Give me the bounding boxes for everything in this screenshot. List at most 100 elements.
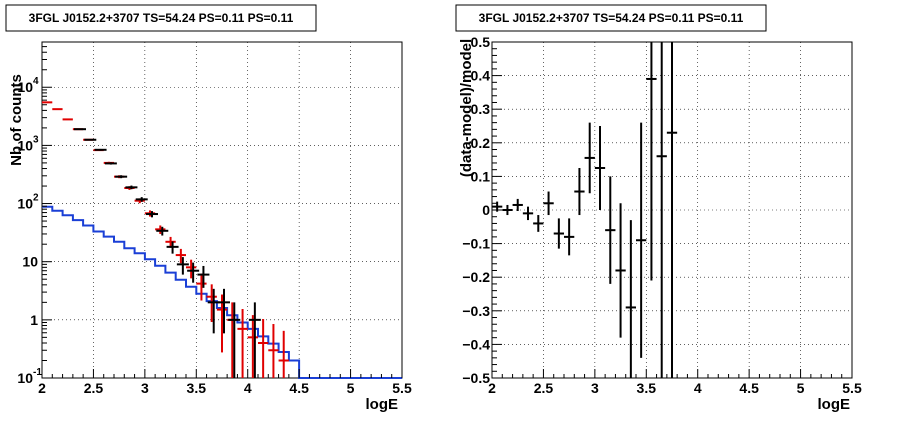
residual-point	[615, 203, 626, 338]
observed-counts-point	[156, 226, 169, 236]
residuals-chart-title: 3FGL J0152.2+3707 TS=54.24 PS=0.11 PS=0.…	[479, 11, 744, 25]
counts-x-tick-label: 2	[38, 380, 46, 396]
counts-x-tick-label: 4.5	[289, 380, 309, 396]
counts-x-tick-label: 2.5	[84, 380, 104, 396]
residuals-x-tick-label: 2	[488, 380, 496, 396]
total-model-point	[175, 248, 186, 264]
observed-counts-point	[187, 262, 200, 283]
residuals-x-ticks: 2 2.5 3 3.5 4 4.5 5 5.5	[488, 369, 862, 396]
residuals-x-tick-label: 5.5	[842, 380, 862, 396]
residual-point	[584, 122, 595, 194]
total-model-point	[237, 309, 248, 378]
counts-y-tick-label: 1	[30, 312, 38, 328]
counts-y-tick-exponent: -1	[33, 367, 42, 378]
total-model-point	[268, 324, 279, 378]
total-model-point	[196, 273, 207, 301]
residual-point	[636, 122, 647, 358]
residuals-y-tick-label: −0.1	[462, 236, 490, 252]
observed-counts-point	[197, 265, 210, 288]
residuals-y-ticks: −0.5 −0.4 −0.3 −0.2 −0.1 0 0.1 0.2 0.3 0.4 0.5	[462, 34, 502, 386]
counts-y-tick-label: 10	[17, 196, 33, 212]
residual-point	[502, 204, 513, 216]
counts-x-tick-label: 5	[347, 380, 355, 396]
residuals-x-axis-label: logE	[818, 396, 851, 413]
residual-point	[646, 42, 657, 281]
total-model-point	[216, 294, 228, 353]
observed-counts-point	[207, 288, 220, 334]
counts-y-tick-label: 10	[17, 137, 33, 153]
residuals-x-tick-label: 3.5	[637, 380, 657, 396]
total-model-point	[42, 101, 53, 104]
counts-x-tick-label: 5.5	[392, 380, 412, 396]
residual-point	[533, 215, 544, 232]
observed-counts-point	[218, 288, 230, 334]
residuals-panel: 2 2.5 3 3.5 4 4.5 5 5.5 −0.5 −0.4 −0.3 −0.2 −0.1 0 0.…	[455, 4, 862, 413]
total-model-point	[278, 330, 289, 378]
counts-chart-title: 3FGL J0152.2+3707 TS=54.24 PS=0.11 PS=0.…	[29, 11, 294, 25]
residuals-x-tick-label: 3	[591, 380, 599, 396]
observed-counts-point	[84, 138, 97, 141]
counts-y-tick-exponent: 3	[33, 134, 39, 145]
counts-y-tick-exponent: 4	[33, 76, 39, 87]
counts-x-ticks: 2 2.5 3 3.5 4 4.5 5 5.5	[38, 369, 412, 396]
residuals-x-tick-label: 4	[694, 380, 702, 396]
residuals-y-tick-label: −0.2	[462, 269, 490, 285]
counts-y-tick-label: 10	[17, 79, 33, 95]
residuals-y-tick-label: 0.4	[471, 68, 491, 84]
counts-x-tick-label: 3	[141, 380, 149, 396]
residuals-x-tick-label: 2.5	[534, 380, 554, 396]
residual-point	[594, 126, 606, 210]
observed-counts-point	[115, 175, 128, 179]
observed-counts-point	[166, 241, 179, 254]
observed-counts-series	[74, 128, 261, 378]
observed-counts-point	[94, 148, 107, 151]
observed-counts-point	[125, 185, 138, 190]
residuals-y-tick-label: 0.1	[471, 168, 491, 184]
residual-point	[553, 218, 564, 249]
total-model-point	[52, 108, 63, 111]
residual-point	[543, 191, 554, 216]
residuals-y-tick-label: 0	[482, 202, 490, 218]
residual-point	[574, 168, 585, 216]
total-model-point	[186, 259, 197, 279]
residuals-title-box: 3FGL J0152.2+3707 TS=54.24 PS=0.11 PS=0.…	[455, 4, 767, 32]
residuals-series	[492, 42, 678, 378]
residuals-x-tick-label: 5	[797, 380, 805, 396]
observed-counts-point	[74, 128, 86, 131]
residual-point	[522, 206, 534, 221]
residual-point	[512, 198, 523, 212]
residual-point	[605, 176, 616, 284]
residuals-y-tick-label: 0.5	[471, 34, 491, 50]
counts-y-tick-label: 10	[22, 254, 38, 270]
residuals-x-tick-label: 4.5	[739, 380, 759, 396]
residuals-y-tick-label: 0.2	[471, 135, 491, 151]
residual-point	[625, 220, 636, 378]
observed-counts-point	[135, 197, 148, 202]
observed-counts-point	[104, 162, 117, 165]
counts-y-tick-exponent: 2	[33, 193, 39, 204]
observed-counts-point	[146, 211, 158, 218]
residuals-y-tick-label: 0.3	[471, 101, 491, 117]
residuals-y-axis-label: (data-model)/model	[458, 39, 475, 177]
residual-point	[564, 218, 575, 256]
total-model-point	[258, 319, 269, 378]
counts-grid	[42, 42, 402, 378]
counts-x-tick-label: 4	[244, 380, 252, 396]
counts-x-tick-label: 3.5	[187, 380, 207, 396]
observed-counts-point	[248, 302, 261, 378]
residual-point	[666, 42, 678, 378]
residuals-y-tick-label: −0.3	[462, 303, 490, 319]
total-model-point	[62, 118, 73, 121]
observed-counts-point	[176, 257, 189, 275]
counts-title-box: 3FGL J0152.2+3707 TS=54.24 PS=0.11 PS=0.…	[5, 4, 317, 32]
residual-point	[656, 42, 667, 378]
counts-y-axis-label: Nb of counts	[8, 74, 25, 166]
total-model-point	[247, 315, 258, 378]
total-model-point	[155, 225, 166, 234]
observed-counts-point	[228, 302, 241, 378]
residuals-y-tick-label: −0.5	[462, 370, 490, 386]
counts-x-axis-label: logE	[366, 396, 399, 413]
